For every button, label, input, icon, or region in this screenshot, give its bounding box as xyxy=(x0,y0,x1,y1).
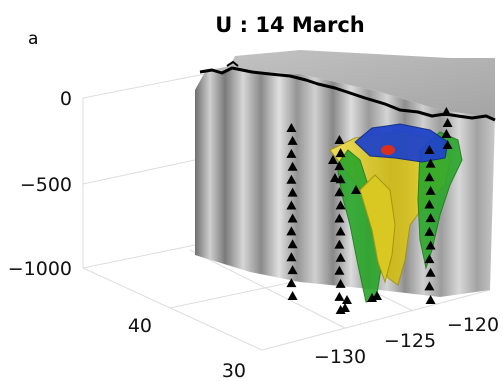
station-marker xyxy=(340,303,350,312)
station-marker xyxy=(372,291,382,300)
station-marker xyxy=(425,185,436,195)
grid-line xyxy=(82,159,196,185)
station-marker xyxy=(334,187,345,197)
station-marker xyxy=(442,118,453,127)
red-isosurface xyxy=(381,145,395,155)
station-marker xyxy=(287,161,298,171)
yellow-isosurface-core xyxy=(359,174,396,284)
top-surface xyxy=(200,50,495,118)
z-tick-label: −1000 xyxy=(8,258,72,280)
station-marker xyxy=(335,200,346,210)
lon-tick-label: −120 xyxy=(447,314,499,336)
station-marker xyxy=(334,291,345,301)
blue-isosurface xyxy=(354,123,449,163)
z-tick-label: 0 xyxy=(60,88,72,110)
station-marker xyxy=(287,135,298,145)
station-marker xyxy=(342,295,352,304)
station-marker xyxy=(425,240,436,250)
lon-tick-label: −130 xyxy=(314,346,366,368)
station-marker xyxy=(334,265,345,275)
station-marker xyxy=(287,265,298,275)
green-isosurface-left xyxy=(336,149,383,303)
station-marker xyxy=(441,129,452,138)
grid-line xyxy=(261,289,491,351)
station-marker xyxy=(441,107,452,116)
station-marker xyxy=(334,135,345,144)
station-marker xyxy=(328,155,338,164)
grid-line xyxy=(82,71,216,99)
station-marker xyxy=(424,254,435,264)
isosurfaces xyxy=(329,123,463,303)
station-marker xyxy=(286,278,297,288)
station-marker xyxy=(425,213,436,223)
station-marker xyxy=(330,173,340,182)
station-marker xyxy=(425,267,436,277)
station-marker xyxy=(286,252,297,262)
station-markers xyxy=(286,107,453,314)
station-marker xyxy=(334,213,345,223)
station-marker xyxy=(425,295,436,304)
station-marker xyxy=(351,185,361,194)
station-marker xyxy=(287,291,298,300)
station-marker xyxy=(424,172,435,182)
z-tick-label: −500 xyxy=(20,174,72,196)
chart-title: U : 14 March xyxy=(215,13,364,37)
grid-line xyxy=(82,267,263,351)
station-marker xyxy=(335,226,346,236)
station-marker xyxy=(286,148,297,158)
station-marker xyxy=(335,278,346,288)
station-marker xyxy=(442,140,453,149)
station-marker xyxy=(286,226,297,236)
station-marker xyxy=(424,281,435,291)
station-marker xyxy=(286,174,297,184)
coastline-edge xyxy=(226,60,239,67)
grid-line xyxy=(82,244,196,269)
station-marker xyxy=(286,200,297,210)
station-marker xyxy=(424,145,435,154)
station-marker xyxy=(424,226,435,236)
station-marker xyxy=(424,199,435,209)
station-marker xyxy=(335,252,346,262)
station-marker xyxy=(287,187,298,197)
coastline xyxy=(199,66,496,122)
station-marker xyxy=(287,213,298,223)
station-marker xyxy=(425,158,436,168)
station-marker xyxy=(335,148,346,158)
station-marker xyxy=(287,239,298,249)
lon-tick-label: −125 xyxy=(384,330,436,352)
station-marker xyxy=(334,239,345,249)
station-marker xyxy=(334,161,345,171)
station-marker xyxy=(286,123,297,132)
panel-label: a xyxy=(28,29,38,49)
lat-tick-label: 30 xyxy=(222,360,246,381)
grid-line xyxy=(189,249,346,329)
lat-tick-label: 40 xyxy=(128,315,152,337)
